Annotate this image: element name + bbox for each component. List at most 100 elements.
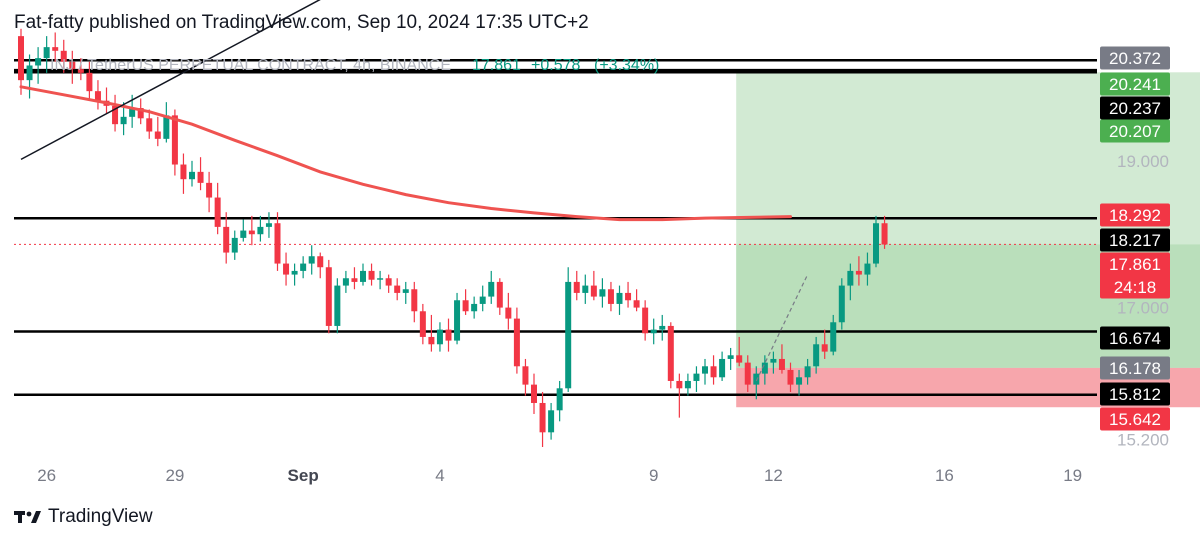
candle <box>419 303 426 345</box>
candle <box>308 245 315 275</box>
candle-body <box>830 322 837 352</box>
candle-body <box>223 226 230 253</box>
tradingview-brand-name: TradingView <box>48 506 153 527</box>
candle <box>35 47 42 84</box>
candle-body <box>206 182 213 198</box>
candle-body <box>26 65 33 81</box>
candle <box>573 270 580 301</box>
price-tag: 20.241 <box>1100 72 1170 96</box>
price-tag-bg <box>1100 356 1170 380</box>
candle-body <box>360 270 366 282</box>
x-axis-tick-label: 4 <box>435 466 444 485</box>
tradingview-logo-icon <box>14 511 41 523</box>
candle-body <box>317 256 324 268</box>
candle-body <box>684 380 691 389</box>
candle <box>548 402 555 440</box>
candle-body <box>454 300 461 341</box>
x-axis-tick-label: 12 <box>764 466 783 485</box>
x-axis-tick-label: 19 <box>1063 466 1082 485</box>
candle <box>625 281 632 308</box>
candle <box>770 351 777 374</box>
candle-body <box>120 116 127 125</box>
candle <box>248 215 255 246</box>
candle-body <box>351 278 358 282</box>
x-axis-tick-label: 26 <box>37 466 56 485</box>
price-tag-label: 20.207 <box>1109 122 1161 141</box>
candle <box>86 61 93 99</box>
candle-body <box>864 263 871 275</box>
candle <box>582 274 589 304</box>
candle <box>94 80 101 110</box>
candle-body <box>325 267 332 326</box>
trendline <box>20 0 321 161</box>
candle <box>317 252 324 279</box>
candle <box>377 270 384 290</box>
price-tag: 18.217 <box>1100 228 1170 252</box>
candle <box>428 314 435 352</box>
candle <box>821 329 828 359</box>
candle <box>52 32 59 62</box>
candle <box>291 263 298 286</box>
candle-body <box>146 118 153 132</box>
price-tag: 15.812 <box>1100 382 1170 406</box>
candle <box>565 267 572 392</box>
candle <box>813 336 820 374</box>
candle <box>531 373 537 414</box>
candle <box>240 219 247 242</box>
tradingview-branding[interactable]: TradingView <box>14 506 153 528</box>
legend-change: +0.578 <box>531 57 580 74</box>
candle-body <box>496 281 503 308</box>
candle <box>479 285 486 312</box>
price-tag: 18.292 <box>1100 203 1170 227</box>
candle-body <box>676 380 683 389</box>
price-tag-label: 18.217 <box>1109 231 1161 250</box>
legend-symbol: INJ / TetherUS PERPETUAL CONTRACT, 4h, B… <box>50 57 451 74</box>
moving-average-line <box>19 85 792 222</box>
candle <box>496 278 503 315</box>
candle <box>180 153 187 194</box>
candle <box>616 285 623 315</box>
candle <box>274 212 281 271</box>
candle <box>676 373 683 418</box>
price-tag-bg <box>1100 96 1170 120</box>
candle <box>702 358 708 385</box>
candle <box>719 351 726 381</box>
candle-body <box>274 223 281 264</box>
candle <box>60 39 67 73</box>
candle-body <box>394 285 401 293</box>
candle-body <box>479 296 486 304</box>
candle-body <box>599 289 606 297</box>
candle <box>394 278 401 301</box>
candle-body <box>189 171 195 180</box>
candle-body <box>462 300 469 312</box>
candle <box>488 270 495 304</box>
candle-body <box>214 197 221 227</box>
candle <box>607 281 614 312</box>
price-tag-label: 20.372 <box>1109 49 1161 68</box>
candle-body <box>436 329 443 345</box>
candle <box>351 267 358 290</box>
candle <box>43 36 50 73</box>
price-tag: 20.237 <box>1100 96 1170 120</box>
candle-body <box>35 58 42 66</box>
candle-body <box>180 164 187 180</box>
price-tag-bg <box>1100 119 1170 143</box>
x-axis-tick-label: 16 <box>935 466 954 485</box>
price-tag-label: 16.178 <box>1109 359 1161 378</box>
candle <box>368 263 375 286</box>
candle <box>727 347 734 370</box>
candle-body <box>445 329 452 341</box>
candle-body <box>642 307 649 334</box>
legend-last-price: 17.861 <box>472 57 521 74</box>
candle-body <box>565 281 572 389</box>
candle-body <box>368 270 375 280</box>
candle-body <box>847 270 854 286</box>
price-tag-label: 15.642 <box>1109 410 1161 429</box>
price-tag-label: 18.292 <box>1109 206 1161 225</box>
candle <box>77 58 84 81</box>
candle-body <box>573 281 580 293</box>
candle-body <box>796 377 803 385</box>
y-axis-tick-label: 19.000 <box>1117 152 1169 171</box>
candle-body <box>556 388 563 411</box>
